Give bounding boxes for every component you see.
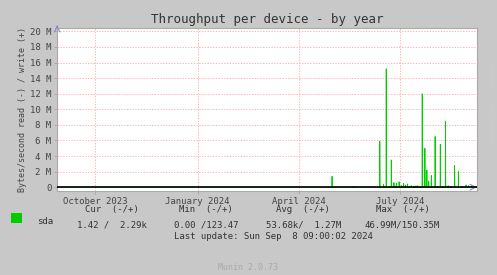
Title: Throughput per device - by year: Throughput per device - by year	[151, 13, 383, 26]
Text: RRDTOOL / TOBI OETIKER: RRDTOOL / TOBI OETIKER	[487, 63, 492, 146]
Text: Munin 2.0.73: Munin 2.0.73	[219, 263, 278, 272]
Text: Max  (-/+): Max (-/+)	[376, 205, 429, 214]
Text: 1.42 /  2.29k: 1.42 / 2.29k	[77, 220, 147, 229]
Text: 0.00 /123.47: 0.00 /123.47	[174, 220, 239, 229]
Text: Last update: Sun Sep  8 09:00:02 2024: Last update: Sun Sep 8 09:00:02 2024	[174, 232, 373, 241]
Y-axis label: Bytes/second read (-) / write (+): Bytes/second read (-) / write (+)	[18, 27, 27, 192]
Text: 46.99M/150.35M: 46.99M/150.35M	[365, 220, 440, 229]
Text: Cur  (-/+): Cur (-/+)	[85, 205, 139, 214]
Text: Min  (-/+): Min (-/+)	[179, 205, 233, 214]
Text: 53.68k/  1.27M: 53.68k/ 1.27M	[265, 220, 341, 229]
Text: Avg  (-/+): Avg (-/+)	[276, 205, 330, 214]
Text: sda: sda	[37, 217, 53, 226]
